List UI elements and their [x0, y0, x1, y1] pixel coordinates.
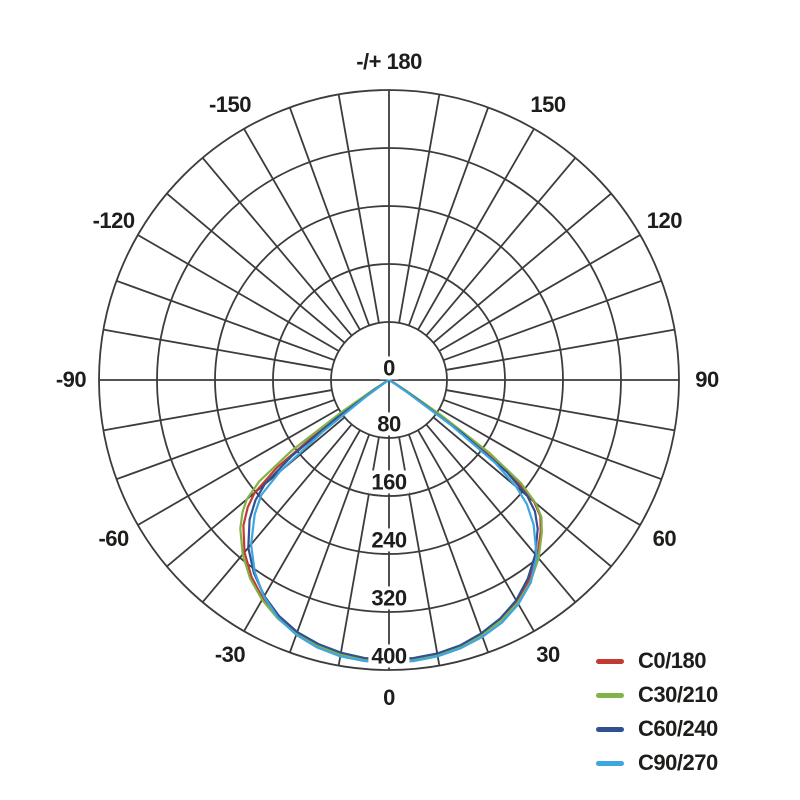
legend-label: C0/180 [638, 648, 706, 673]
grid-spoke-260 [103, 328, 333, 371]
grid-spoke-300 [137, 408, 340, 526]
legend-swatch-icon [596, 726, 624, 732]
grid-spoke-20 [407, 434, 490, 653]
legend-item-C90-270: C90/270 [596, 746, 718, 780]
grid-spoke-50 [432, 416, 612, 568]
grid-spoke-100 [445, 328, 675, 371]
grid-spoke-130 [432, 192, 612, 344]
grid-spoke-70 [443, 398, 662, 481]
grid-spoke-210 [243, 128, 361, 331]
grid-spoke-60 [438, 408, 641, 526]
curve-C90-270 [250, 378, 538, 664]
grid-spoke-140 [425, 157, 577, 337]
grid-spoke-110 [443, 279, 662, 362]
legend-item-C0-180: C0/180 [596, 644, 718, 678]
grid-spoke-220 [201, 157, 353, 337]
grid-spoke-170 [398, 94, 441, 324]
grid-spoke-80 [445, 389, 675, 432]
grid-spoke-240 [137, 234, 340, 352]
legend: C0/180 C30/210 C60/240 C90/270 [596, 644, 718, 780]
grid-spoke-200 [288, 107, 371, 326]
grid-spoke-230 [166, 192, 346, 344]
grid-spoke-340 [288, 434, 371, 653]
grid-spoke-160 [407, 107, 490, 326]
legend-swatch-icon [596, 692, 624, 698]
grid-spoke-190 [337, 94, 380, 324]
curve-C0-180 [242, 378, 542, 662]
grid-spoke-290 [116, 398, 335, 481]
grid-spoke-250 [116, 279, 335, 362]
legend-item-C60-240: C60/240 [596, 712, 718, 746]
grid-spoke-150 [417, 128, 535, 331]
legend-item-C30-210: C30/210 [596, 678, 718, 712]
grid-spoke-280 [103, 389, 333, 432]
grid-spoke-350 [337, 436, 380, 666]
legend-swatch-icon [596, 658, 624, 664]
grid-spoke-40 [425, 423, 577, 603]
grid-spoke-120 [438, 234, 641, 352]
legend-swatch-icon [596, 760, 624, 766]
legend-label: C90/270 [638, 750, 718, 775]
grid-spoke-10 [398, 436, 441, 666]
grid-spoke-320 [201, 423, 353, 603]
legend-label: C30/210 [638, 682, 718, 707]
grid-spoke-30 [417, 429, 535, 632]
legend-label: C60/240 [638, 716, 718, 741]
